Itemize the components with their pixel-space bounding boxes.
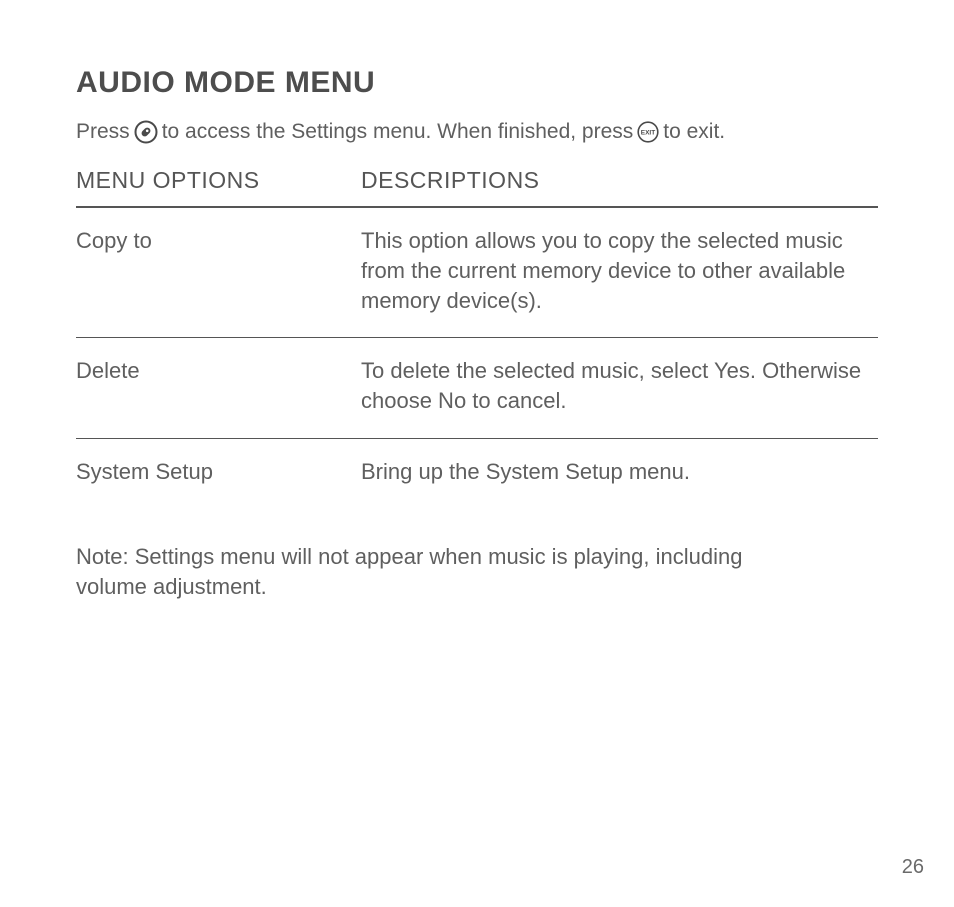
intro-part3: to exit. [663, 118, 725, 145]
settings-icon [134, 120, 158, 144]
option-cell: Copy to [76, 207, 361, 338]
table-header-row: MENU OPTIONS DESCRIPTIONS [76, 163, 878, 207]
description-cell: Bring up the System Setup menu. [361, 438, 878, 508]
intro-part1: Press [76, 118, 130, 145]
manual-page: AUDIO MODE MENU Press to access the Sett… [0, 0, 954, 602]
table-row: DeleteTo delete the selected music, sele… [76, 338, 878, 438]
table-row: Copy toThis option allows you to copy th… [76, 207, 878, 338]
page-title: AUDIO MODE MENU [76, 66, 878, 100]
menu-options-table: MENU OPTIONS DESCRIPTIONS Copy toThis op… [76, 163, 878, 508]
intro-part2: to access the Settings menu. When finish… [162, 118, 634, 145]
page-number: 26 [902, 856, 924, 879]
table-body: Copy toThis option allows you to copy th… [76, 207, 878, 508]
footnote: Note: Settings menu will not appear when… [76, 542, 796, 601]
svg-text:EXIT: EXIT [641, 129, 655, 136]
table-row: System SetupBring up the System Setup me… [76, 438, 878, 508]
option-cell: Delete [76, 338, 361, 438]
option-cell: System Setup [76, 438, 361, 508]
description-cell: This option allows you to copy the selec… [361, 207, 878, 338]
header-menu-options: MENU OPTIONS [76, 163, 361, 207]
header-descriptions: DESCRIPTIONS [361, 163, 878, 207]
exit-icon: EXIT [637, 121, 659, 143]
description-cell: To delete the selected music, select Yes… [361, 338, 878, 438]
intro-text: Press to access the Settings menu. When … [76, 118, 878, 145]
